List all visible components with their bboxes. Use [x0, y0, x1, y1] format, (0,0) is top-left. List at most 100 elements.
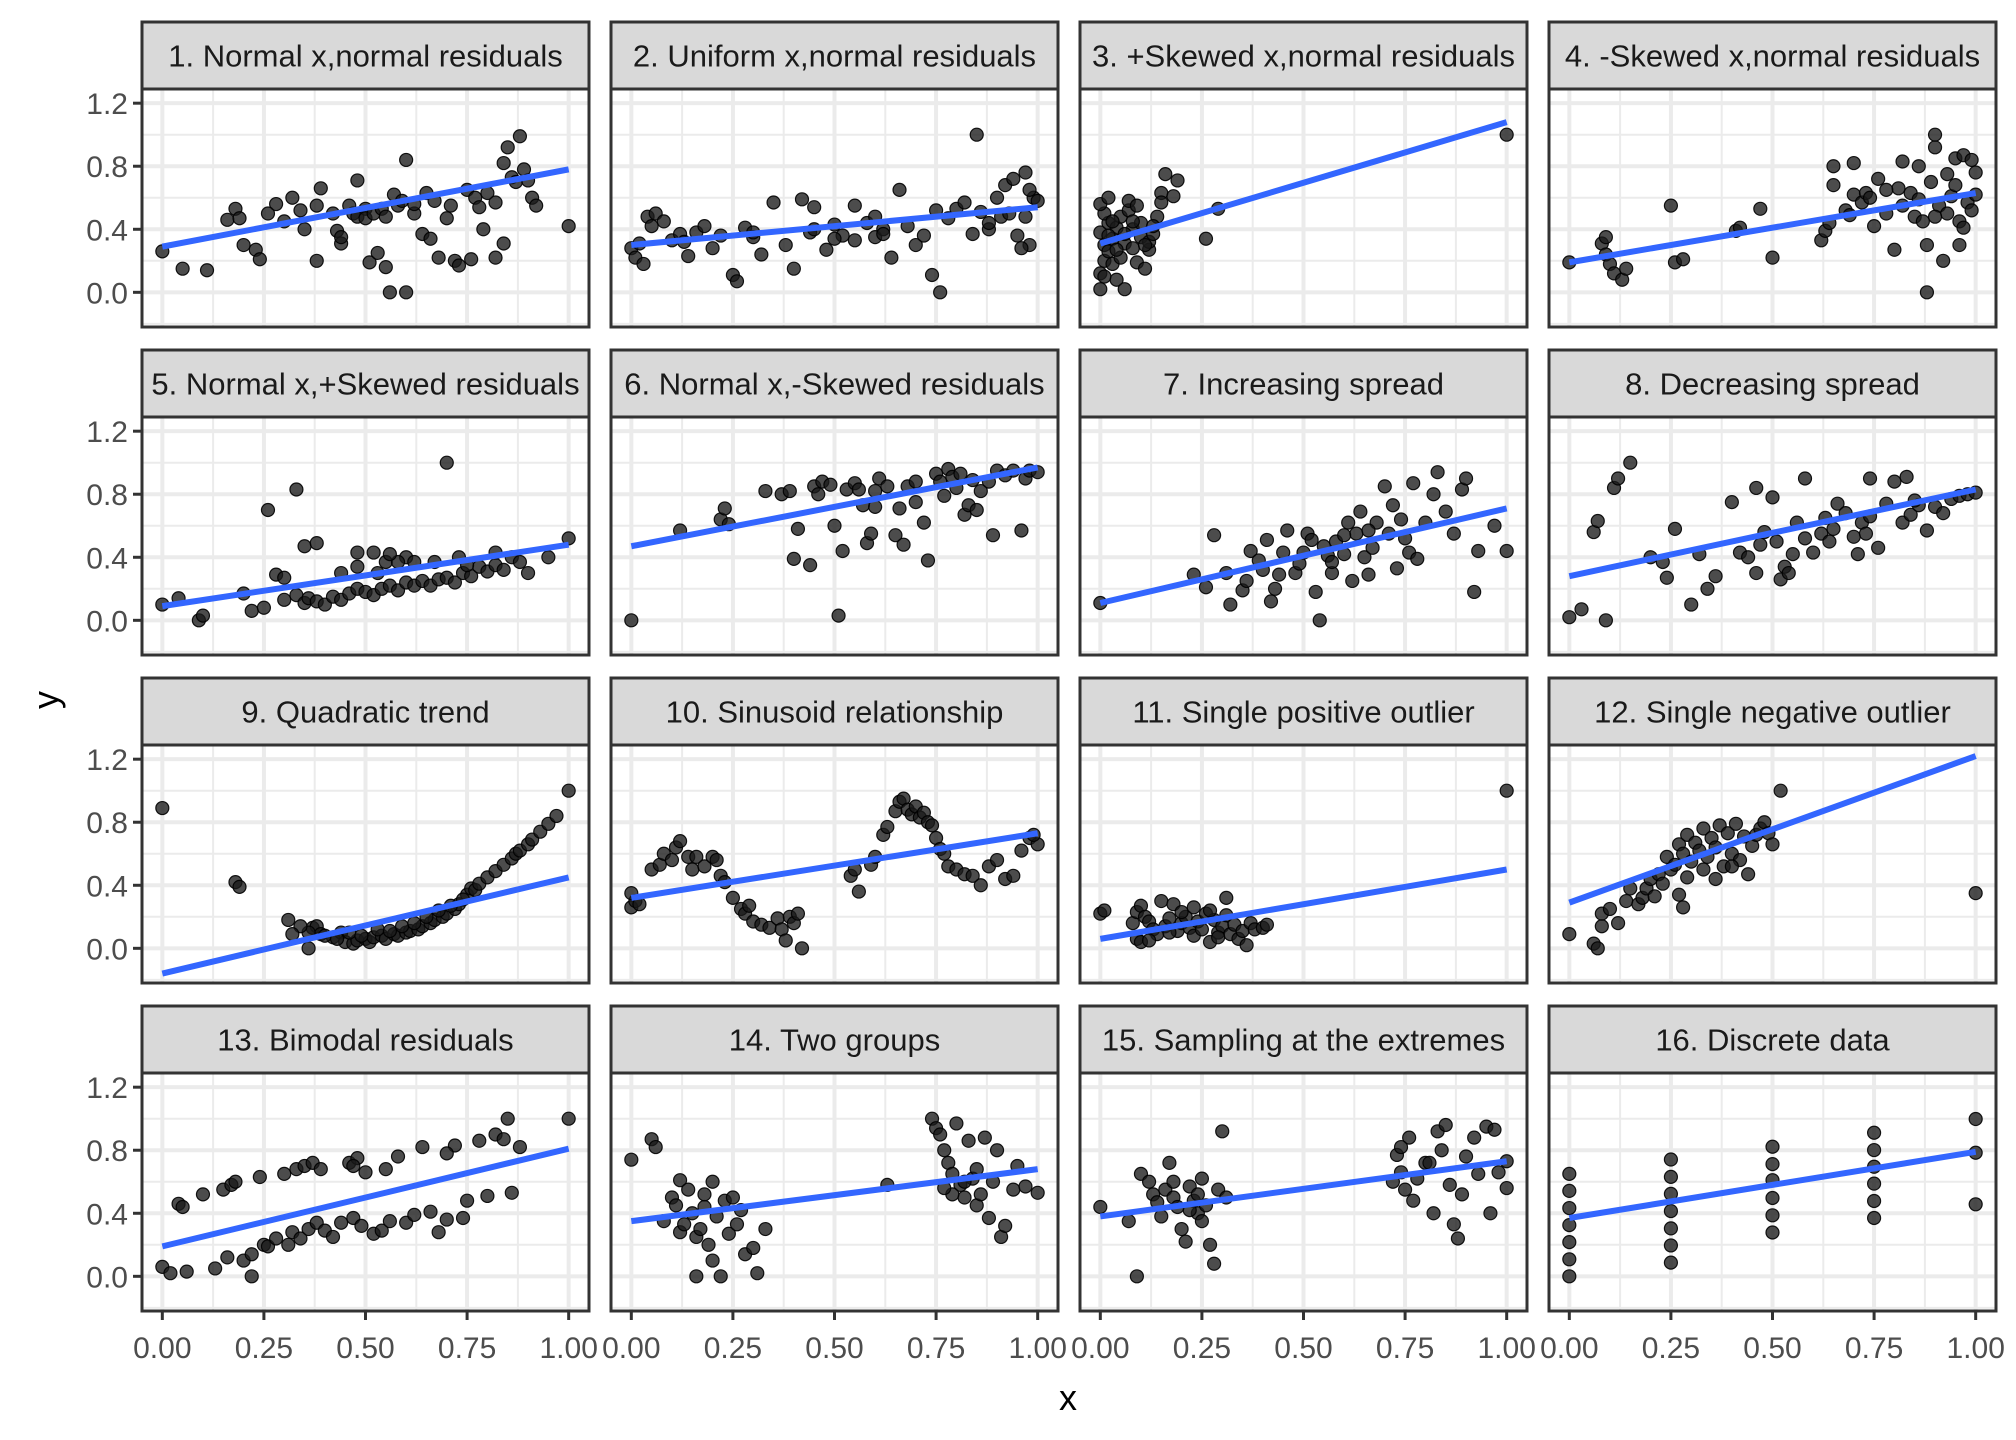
data-point: [1866, 1210, 1882, 1226]
data-point: [488, 195, 503, 210]
data-point: [496, 562, 511, 577]
x-tick-label: 0.50: [336, 1332, 394, 1365]
data-point: [541, 550, 556, 565]
data-point: [334, 1215, 349, 1230]
data-point: [1154, 195, 1169, 210]
data-point: [500, 1111, 515, 1126]
data-point: [961, 1133, 976, 1148]
data-point: [1696, 862, 1711, 877]
data-point: [1797, 531, 1813, 546]
data-point: [677, 1217, 692, 1232]
x-tick-label: 0.75: [1376, 1332, 1434, 1365]
scatter-points: [1562, 1111, 1983, 1284]
data-point: [1272, 567, 1287, 582]
x-tick-label: 0.25: [1642, 1332, 1700, 1365]
data-point: [705, 1253, 720, 1268]
data-point: [778, 933, 793, 948]
data-point: [382, 923, 397, 939]
data-point: [1267, 581, 1283, 596]
data-point: [1389, 561, 1405, 576]
y-tick-label: 0.4: [86, 870, 128, 903]
data-point: [1663, 1169, 1679, 1184]
regression-line: [161, 874, 570, 977]
data-point: [244, 603, 259, 618]
data-point: [289, 482, 304, 497]
data-point: [1866, 1193, 1882, 1209]
facet-strip-title: 5. Normal x,+Skewed residuals: [151, 367, 579, 402]
data-point: [754, 247, 769, 262]
facet-strip-title: 10. Sinusoid relationship: [666, 695, 1004, 730]
facet-strip-title: 3. +Skewed x,normal residuals: [1092, 39, 1515, 74]
data-point: [672, 1173, 688, 1188]
data-point: [1154, 893, 1169, 909]
y-tick-label: 0.4: [86, 1198, 128, 1231]
data-point: [1964, 203, 1979, 218]
data-point: [908, 495, 923, 510]
facet-panel: 2. Uniform x,normal residuals: [609, 20, 1060, 329]
data-point: [228, 1174, 243, 1189]
facet-strip: [609, 676, 1060, 747]
facet-panel: 11. Single positive outlier: [1078, 676, 1529, 985]
data-point: [431, 1225, 446, 1240]
facet-panel: 14. Two groups 0.00 0.25 0.50 0.75 1.00: [602, 1004, 1067, 1365]
data-point: [827, 518, 842, 533]
data-point: [208, 1261, 223, 1276]
data-point: [1178, 1234, 1193, 1249]
data-point: [758, 1221, 773, 1237]
data-point: [880, 819, 895, 835]
data-point: [1696, 821, 1711, 836]
data-point: [1903, 507, 1918, 522]
data-point: [179, 1264, 194, 1279]
data-point: [366, 545, 381, 560]
data-point: [260, 502, 276, 518]
facet-panel: 13. Bimodal residuals 0.0 0.4 0.8 1.2 0.00 0.2…: [86, 1004, 598, 1365]
facet-strip: [140, 348, 591, 419]
data-point: [888, 528, 903, 543]
facet-strip-title: 4. -Skewed x,normal residuals: [1565, 39, 1980, 74]
data-point: [920, 553, 936, 568]
x-tick-label: 0.75: [438, 1332, 496, 1365]
data-point: [701, 1237, 716, 1252]
facet-strip: [1547, 20, 1998, 91]
data-point: [1030, 1185, 1045, 1200]
data-point: [1223, 597, 1238, 612]
x-tick-label: 0.75: [907, 1332, 965, 1365]
data-point: [933, 1127, 948, 1142]
y-tick-label: 0.8: [86, 807, 128, 840]
data-point: [1773, 783, 1788, 798]
data-point: [1129, 1269, 1144, 1284]
data-point: [1377, 479, 1392, 494]
data-point: [455, 1210, 471, 1226]
data-point: [561, 1111, 576, 1126]
data-point: [1590, 513, 1605, 529]
regression-line: [1568, 486, 1977, 580]
data-point: [297, 222, 312, 237]
data-point: [1858, 526, 1874, 541]
data-point: [1663, 1221, 1679, 1236]
regression-line: [161, 1145, 570, 1250]
data-point: [309, 253, 324, 268]
data-point: [892, 501, 907, 516]
data-point: [1410, 551, 1425, 566]
data-point: [1487, 518, 1502, 533]
data-point: [1194, 1171, 1210, 1186]
facet-strip-title: 13. Bimodal residuals: [217, 1023, 513, 1058]
facet-panel: 5. Normal x,+Skewed residuals 0.0 0.4 0.8 1.…: [86, 348, 591, 657]
data-point: [1471, 543, 1486, 559]
data-point: [823, 477, 838, 492]
data-point: [232, 879, 247, 894]
data-point: [354, 928, 369, 943]
facet-strip-title: 9. Quadratic trend: [241, 695, 489, 730]
data-point: [1663, 1203, 1679, 1219]
data-point: [1006, 868, 1021, 883]
data-point: [1211, 930, 1226, 945]
data-point: [382, 285, 397, 300]
data-point: [1915, 214, 1930, 229]
data-point: [1911, 159, 1926, 174]
data-point: [1471, 1166, 1486, 1181]
data-point: [1708, 569, 1723, 584]
data-point: [1895, 154, 1910, 169]
data-point: [1936, 253, 1951, 268]
data-point: [1487, 1122, 1502, 1137]
data-point: [1952, 237, 1967, 253]
